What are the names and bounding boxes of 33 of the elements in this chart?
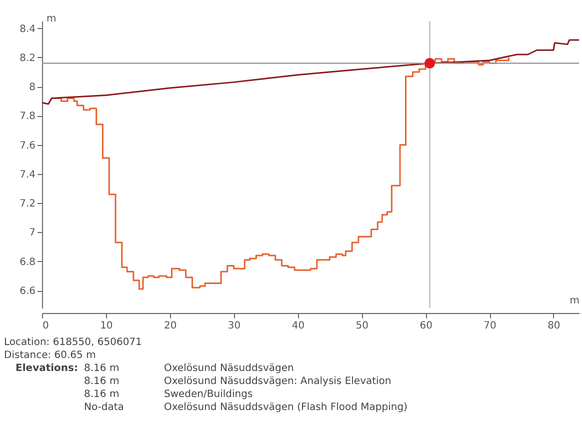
text: 8.16 m bbox=[84, 362, 120, 375]
text: Oxelösund Näsuddsvägen (Flash Flood Mapping) bbox=[164, 401, 408, 414]
x-tick-label: 50 bbox=[356, 320, 369, 332]
text: Oxelösund Näsuddsvägen: Analysis Elevation bbox=[164, 375, 392, 388]
x-axis-title: m bbox=[570, 296, 580, 306]
y-tick-label: 7.8 bbox=[20, 111, 36, 122]
text: 8.16 m bbox=[84, 375, 120, 388]
x-tick-label: 30 bbox=[228, 320, 241, 332]
text: Distance: 60.65 m bbox=[4, 349, 97, 362]
x-tick-label: 80 bbox=[548, 320, 560, 332]
x-tick-label: 20 bbox=[164, 320, 177, 332]
text: No-data bbox=[84, 401, 125, 414]
y-tick-label: 7 bbox=[29, 228, 36, 239]
y-tick-label: 8.2 bbox=[20, 52, 36, 64]
y-axis-title: m bbox=[46, 14, 56, 24]
x-tick-label: 60 bbox=[420, 320, 432, 332]
x-tick-label: 10 bbox=[100, 320, 113, 332]
y-tick-label: 7.2 bbox=[20, 198, 36, 210]
x-tick-label: 40 bbox=[292, 320, 305, 332]
y-tick-label: 6.8 bbox=[20, 256, 36, 268]
line-series bbox=[41, 39, 580, 105]
y-tick-label: 8.4 bbox=[20, 24, 36, 35]
text: Location: 618550, 6506071 bbox=[4, 336, 143, 349]
y-tick-label: 6.6 bbox=[20, 286, 36, 298]
text: Oxelösund Näsuddsvägen bbox=[164, 362, 295, 375]
x-tick-label: 0 bbox=[42, 320, 49, 332]
text: 8.16 m bbox=[84, 388, 120, 401]
y-tick-label: 7.6 bbox=[20, 140, 36, 152]
text: Sweden/Buildings bbox=[164, 388, 254, 401]
text: Elevations: bbox=[14, 362, 79, 375]
y-tick-label: 8 bbox=[29, 82, 36, 94]
x-tick-label: 70 bbox=[484, 320, 496, 332]
y-tick-label: 7.4 bbox=[20, 169, 36, 180]
